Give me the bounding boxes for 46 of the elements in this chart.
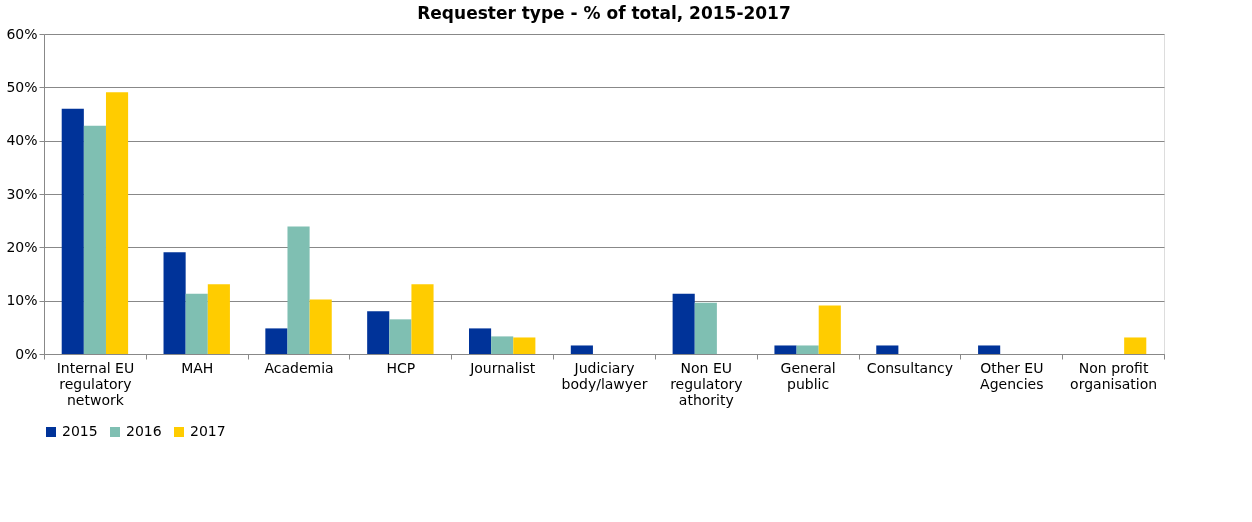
bar (61, 108, 84, 354)
legend-label: 2015 (62, 423, 98, 439)
bar (309, 299, 332, 354)
bar (491, 336, 514, 354)
x-tick-label: Journalist (469, 359, 536, 376)
x-tick-label: Non EU regulatory athority (670, 359, 743, 408)
legend-label: 2017 (190, 423, 226, 439)
x-tick-label: MAH (181, 359, 214, 376)
y-tick-label: 60% (6, 25, 38, 42)
x-tick-label: Other EU Agencies (980, 359, 1044, 392)
bar (570, 345, 593, 354)
bar (672, 293, 695, 354)
bar (207, 284, 230, 354)
bar (513, 337, 536, 354)
y-tick-label: 10% (6, 292, 38, 309)
bar (796, 345, 819, 354)
x-tick-label: Non profit organisation (1070, 359, 1158, 392)
legend-label: 2016 (126, 423, 162, 439)
bar (389, 319, 412, 354)
bar (818, 305, 841, 354)
bar (1124, 337, 1147, 354)
x-tick-label: Consultancy (866, 359, 954, 376)
x-tick-label: General public (780, 359, 836, 392)
x-tick-label: HCP (386, 359, 416, 376)
chart-title: Requester type - % of total, 2015-2017 (417, 3, 791, 23)
bar (185, 293, 208, 354)
bar (774, 345, 797, 354)
bar (265, 328, 288, 354)
bar (105, 92, 129, 354)
x-tick-label: Judiciary body/lawyer (561, 359, 648, 392)
bar (83, 125, 106, 354)
y-tick-label: 50% (6, 78, 38, 95)
y-tick-label: 30% (6, 185, 38, 202)
y-tick-label: 20% (6, 238, 38, 255)
y-tick-label: 40% (6, 132, 38, 149)
bar (978, 345, 1001, 354)
bar (163, 252, 186, 354)
bar (876, 345, 899, 354)
bar (367, 311, 390, 354)
x-tick-label: Internal EU regulatory network (56, 359, 135, 408)
x-tick-label: Academia (264, 359, 334, 376)
bar (468, 328, 492, 354)
y-tick-label: 0% (15, 345, 38, 362)
bar (287, 226, 310, 354)
bar (694, 302, 717, 354)
bar (411, 284, 434, 354)
